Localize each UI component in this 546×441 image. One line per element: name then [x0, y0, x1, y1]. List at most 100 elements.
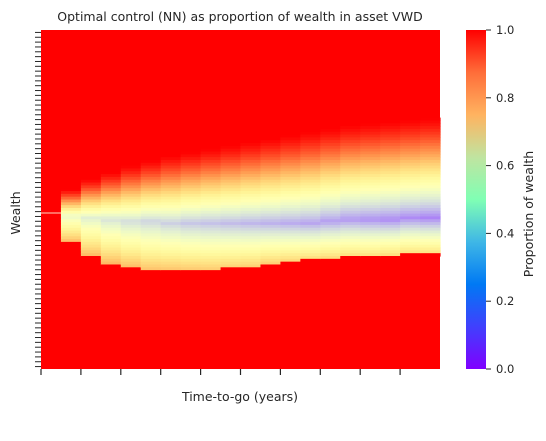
heatmap-cell: [200, 188, 222, 192]
heatmap-cell: [380, 185, 401, 189]
heatmap-cell: [220, 258, 242, 263]
heatmap-cell: [320, 247, 341, 251]
heatmap-cell: [300, 219, 321, 223]
heatmap-cell: [220, 154, 242, 158]
heatmap-cell: [340, 126, 361, 130]
heatmap-cell: [420, 224, 441, 229]
heatmap-cell: [60, 202, 82, 206]
heatmap-cell: [220, 270, 242, 274]
heatmap-cell: [340, 244, 361, 249]
heatmap-cell: [420, 140, 441, 144]
heatmap-cell: [140, 253, 162, 257]
heatmap-cell: [120, 199, 142, 203]
heatmap-cell: [400, 210, 421, 215]
heatmap-cell: [160, 241, 182, 246]
heatmap-cell: [60, 219, 82, 223]
heatmap-cell: [240, 193, 262, 198]
heatmap-cell: [220, 179, 242, 184]
heatmap-cell: [340, 207, 361, 212]
heatmap-cell: [80, 188, 102, 192]
heatmap-cell: [120, 171, 142, 175]
heatmap-cell: [100, 196, 122, 201]
heatmap-cell: [220, 202, 242, 206]
heatmap-cell: [420, 148, 441, 153]
heatmap-cell: [260, 256, 281, 260]
heatmap-cell: [200, 162, 222, 167]
colorbar: [466, 30, 486, 369]
heatmap-cell: [320, 159, 341, 164]
heatmap-cell: [380, 233, 401, 237]
heatmap-cell: [180, 168, 202, 172]
heatmap-cell: [360, 128, 381, 133]
heatmap-cell: [320, 213, 341, 218]
heatmap-cell: [320, 244, 341, 249]
heatmap-cell: [200, 202, 222, 206]
heatmap-cell: [380, 162, 401, 167]
heatmap-cell: [340, 205, 361, 209]
heatmap-cell: [260, 210, 281, 215]
heatmap-cell: [200, 222, 222, 226]
heatmap-cell: [360, 227, 381, 232]
heatmap-cell: [280, 154, 301, 158]
heatmap-cell: [240, 256, 262, 260]
heatmap-cell: [360, 250, 381, 254]
heatmap-cell: [220, 267, 242, 271]
heatmap-cell: [280, 230, 301, 235]
heatmap-cell: [280, 134, 301, 138]
heatmap-cell: [300, 250, 321, 254]
heatmap-cell: [340, 233, 361, 237]
heatmap-cell: [300, 233, 321, 237]
heatmap-cell: [320, 239, 341, 243]
heatmap-cell: [80, 239, 102, 243]
heatmap-cell: [420, 137, 441, 141]
heatmap-cell: [340, 154, 361, 158]
heatmap-cell: [340, 219, 361, 223]
heatmap-cell: [260, 185, 281, 189]
heatmap-cell: [220, 157, 242, 161]
heatmap-cell: [240, 236, 262, 240]
heatmap-cell: [120, 233, 142, 237]
heatmap-cell: [260, 176, 281, 181]
heatmap-cell: [300, 261, 321, 266]
heatmap-cell: [200, 267, 222, 271]
heatmap-cell: [80, 205, 102, 209]
heatmap-cell: [280, 196, 301, 201]
heatmap-cell: [220, 199, 242, 203]
heatmap-cell: [360, 239, 381, 243]
heatmap-cell: [360, 126, 381, 130]
heatmap-cell: [260, 219, 281, 223]
heatmap-cell: [340, 165, 361, 170]
heatmap-cell: [280, 199, 301, 203]
heatmap-cell: [420, 174, 441, 178]
heatmap-cell: [200, 247, 222, 251]
heatmap-cell: [380, 196, 401, 201]
heatmap-cell: [320, 185, 341, 189]
heatmap-cell: [340, 182, 361, 186]
heatmap-cell: [140, 250, 162, 254]
heatmap-cell: [280, 205, 301, 209]
colorbar-tick-label: 0.6: [496, 159, 514, 173]
heatmap-cell: [400, 216, 421, 220]
heatmap-cell: [120, 236, 142, 240]
heatmap-cell: [420, 123, 441, 127]
heatmap-cell: [380, 140, 401, 144]
heatmap-cell: [120, 247, 142, 251]
heatmap-cell: [100, 207, 122, 212]
heatmap-cell: [260, 157, 281, 161]
heatmap-cell: [400, 188, 421, 192]
heatmap-cell: [340, 227, 361, 232]
heatmap-cell: [400, 191, 421, 195]
heatmap-cell: [80, 230, 102, 235]
heatmap-cell: [300, 171, 321, 175]
heatmap-cell: [400, 222, 421, 226]
heatmap-cell: [260, 182, 281, 186]
heatmap-cell: [220, 216, 242, 220]
heatmap-cell: [100, 258, 122, 263]
heatmap-cell: [240, 241, 262, 246]
heatmap-cell: [180, 199, 202, 203]
heatmap-cell: [280, 182, 301, 186]
heatmap-cell: [180, 213, 202, 218]
heatmap-cell: [260, 230, 281, 235]
heatmap-cell: [280, 185, 301, 189]
